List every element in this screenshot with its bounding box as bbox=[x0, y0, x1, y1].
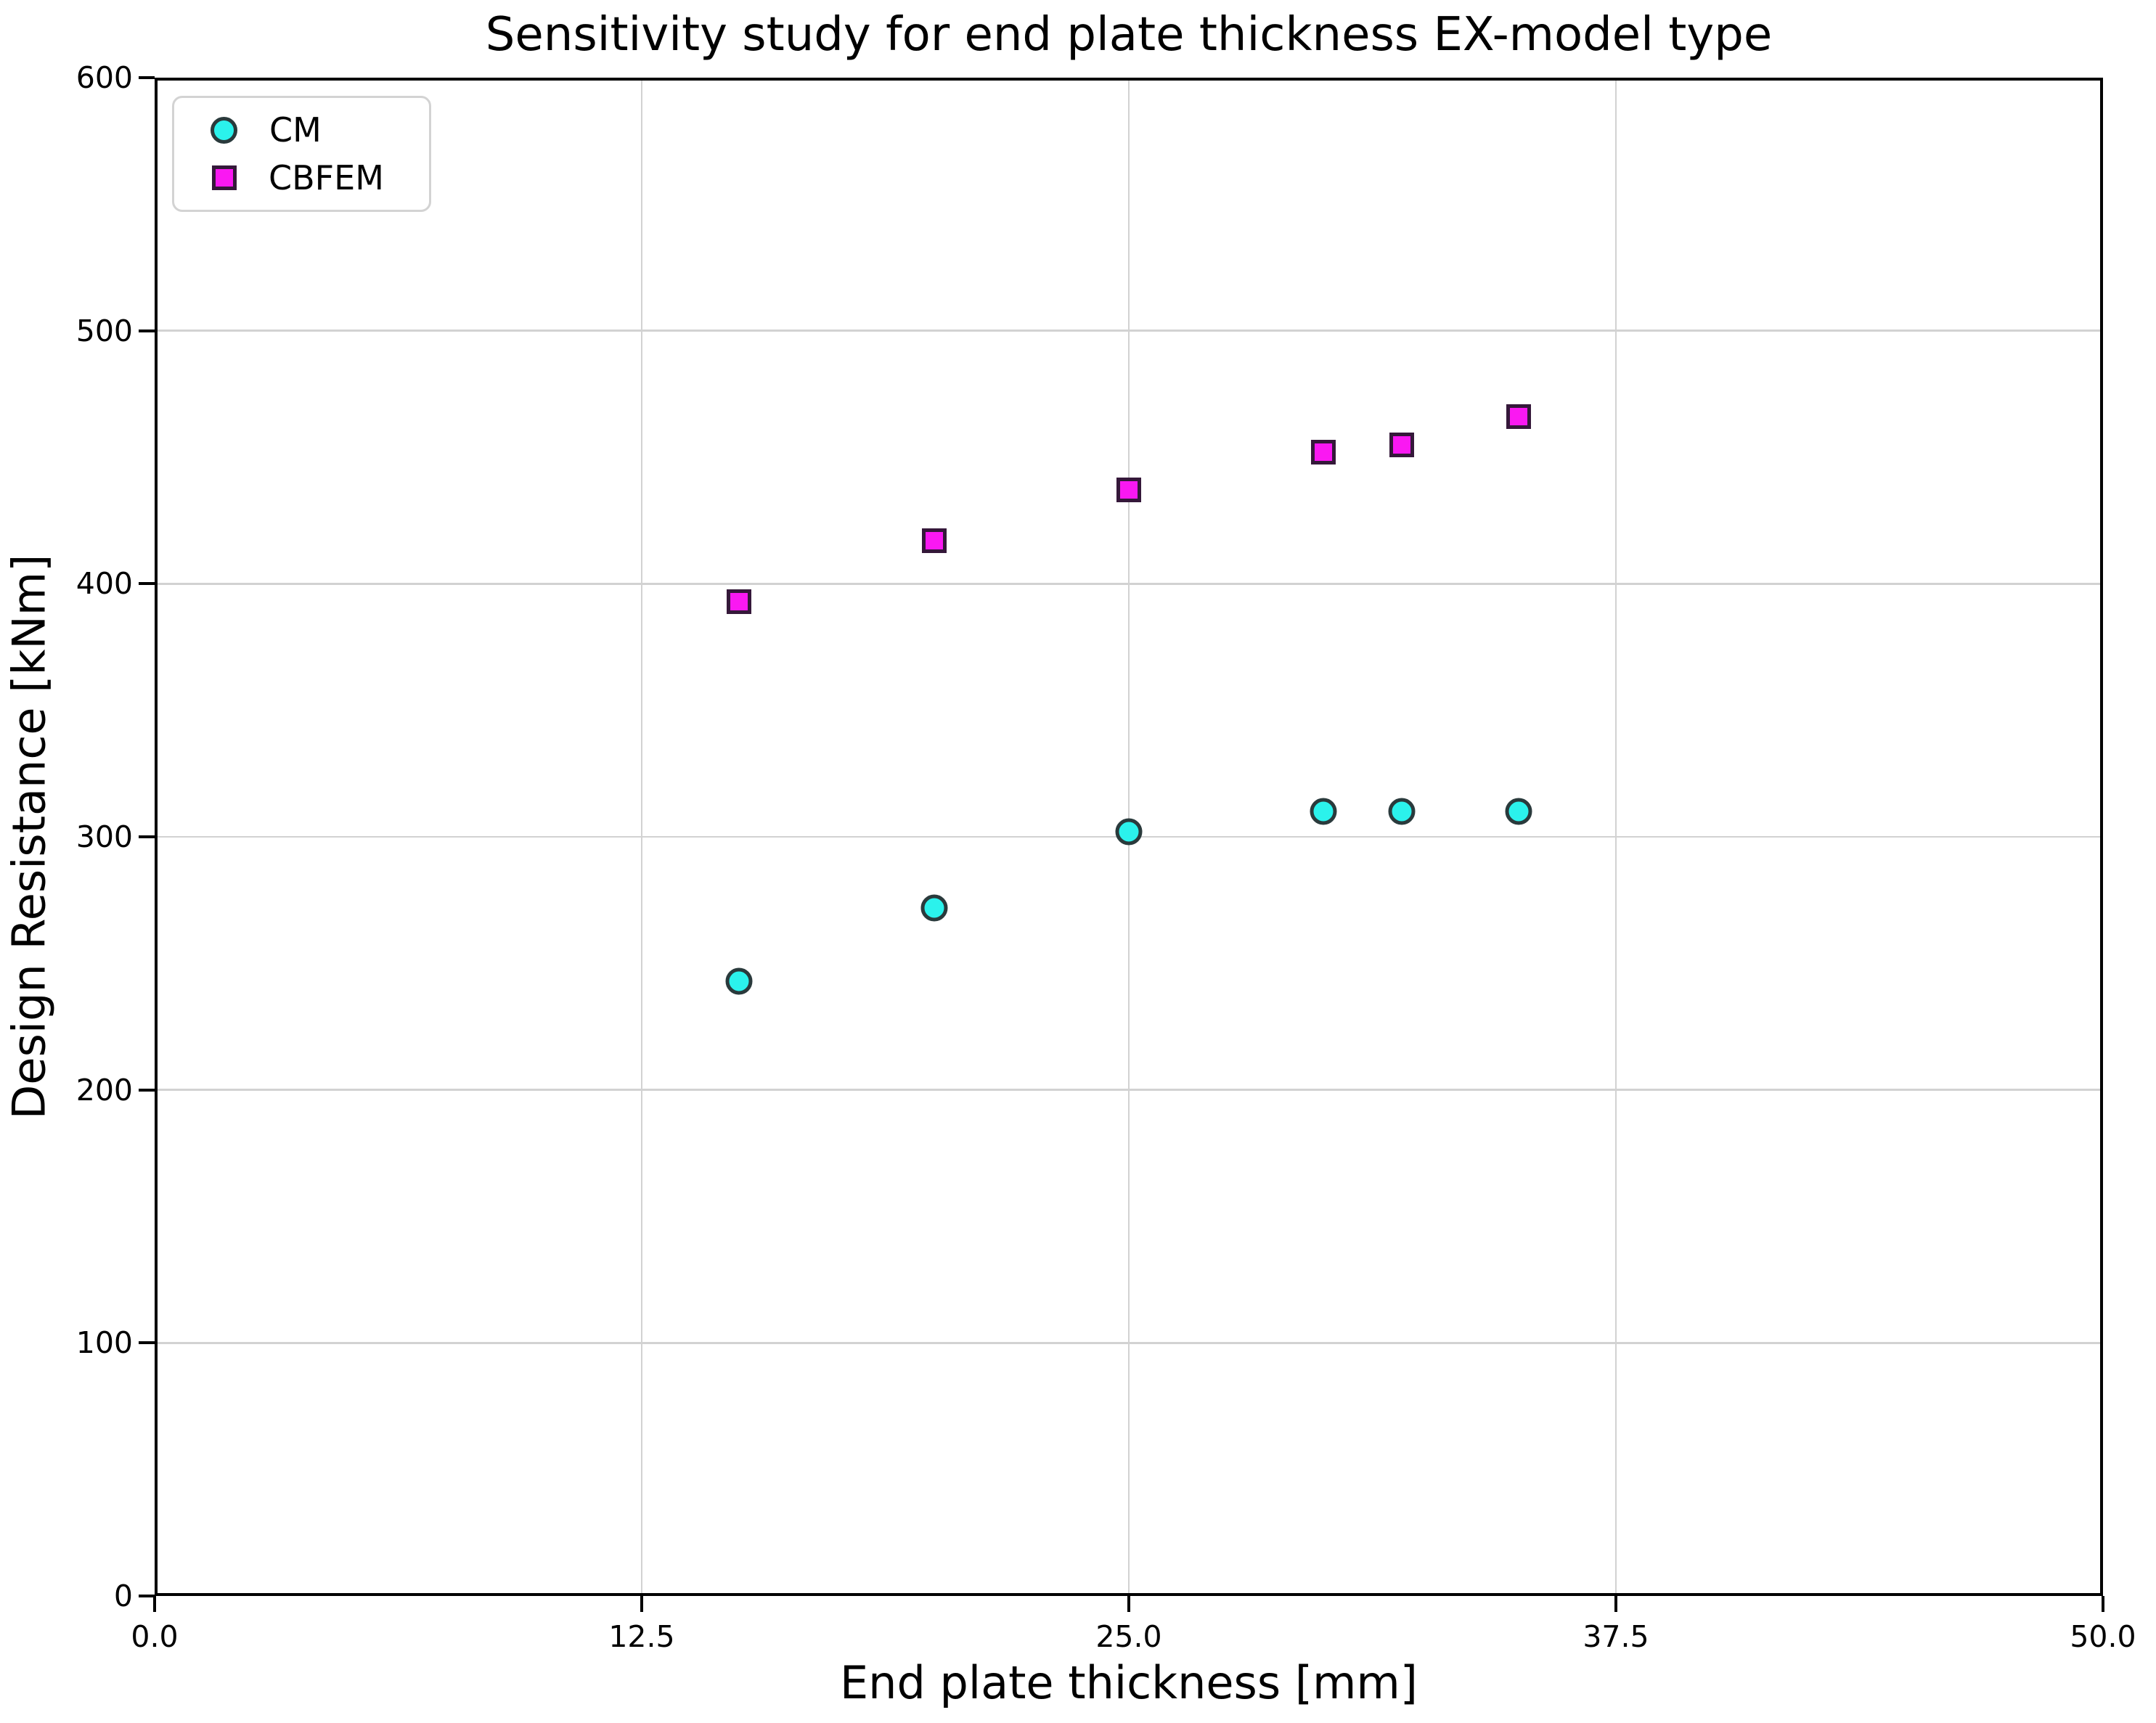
x-tick-mark bbox=[1127, 1596, 1130, 1612]
y-tick-label: 300 bbox=[75, 819, 133, 854]
x-tick-label: 25.0 bbox=[1095, 1619, 1162, 1654]
cm-circle-marker-icon bbox=[211, 116, 237, 144]
cbfem-marker bbox=[1116, 478, 1141, 503]
y-tick-label: 100 bbox=[75, 1325, 133, 1361]
x-axis-label: End plate thickness [mm] bbox=[839, 1656, 1418, 1709]
cbfem-marker bbox=[727, 589, 752, 614]
y-tick-label: 200 bbox=[75, 1072, 133, 1108]
y-tick-mark bbox=[139, 582, 155, 586]
x-tick-label: 50.0 bbox=[2070, 1619, 2136, 1654]
y-tick-mark bbox=[139, 76, 155, 79]
y-tick-mark bbox=[139, 329, 155, 332]
y-tick-label: 0 bbox=[113, 1579, 133, 1613]
legend-item-cbfem: CBFEM bbox=[211, 159, 429, 197]
x-tick-label: 37.5 bbox=[1583, 1619, 1649, 1654]
cm-marker bbox=[920, 894, 948, 922]
y-gridline bbox=[155, 330, 2103, 332]
y-gridline bbox=[155, 1342, 2103, 1344]
x-tick-mark bbox=[640, 1596, 643, 1612]
x-tick-mark bbox=[1614, 1596, 1617, 1612]
cbfem-marker bbox=[1311, 440, 1336, 465]
x-tick-label: 12.5 bbox=[608, 1619, 675, 1654]
cbfem-marker bbox=[921, 528, 947, 554]
cbfem-square-marker-icon bbox=[212, 165, 237, 190]
y-tick-label: 500 bbox=[75, 313, 133, 348]
y-gridline bbox=[155, 583, 2103, 585]
legend-item-cm: CM bbox=[211, 111, 429, 149]
cm-marker bbox=[1115, 818, 1143, 846]
cm-marker bbox=[1310, 798, 1337, 825]
x-tick-label: 0.0 bbox=[131, 1619, 179, 1654]
cm-marker bbox=[725, 967, 753, 995]
y-tick-label: 600 bbox=[75, 60, 133, 95]
cm-marker bbox=[1388, 798, 1416, 825]
y-tick-mark bbox=[139, 835, 155, 838]
chart-title: Sensitivity study for end plate thicknes… bbox=[485, 8, 1773, 62]
y-tick-mark bbox=[139, 1088, 155, 1092]
y-gridline bbox=[155, 1089, 2103, 1091]
x-tick-mark bbox=[153, 1596, 156, 1612]
y-tick-mark bbox=[139, 1341, 155, 1345]
legend-label-cbfem: CBFEM bbox=[269, 158, 384, 197]
cbfem-marker bbox=[1506, 404, 1531, 430]
legend: CM CBFEM bbox=[172, 96, 431, 212]
y-tick-mark bbox=[139, 1595, 155, 1597]
x-tick-mark bbox=[2102, 1596, 2104, 1612]
cm-marker bbox=[1505, 798, 1532, 825]
y-tick-label: 400 bbox=[75, 566, 133, 602]
cbfem-marker bbox=[1389, 432, 1414, 457]
legend-label-cm: CM bbox=[269, 110, 322, 150]
